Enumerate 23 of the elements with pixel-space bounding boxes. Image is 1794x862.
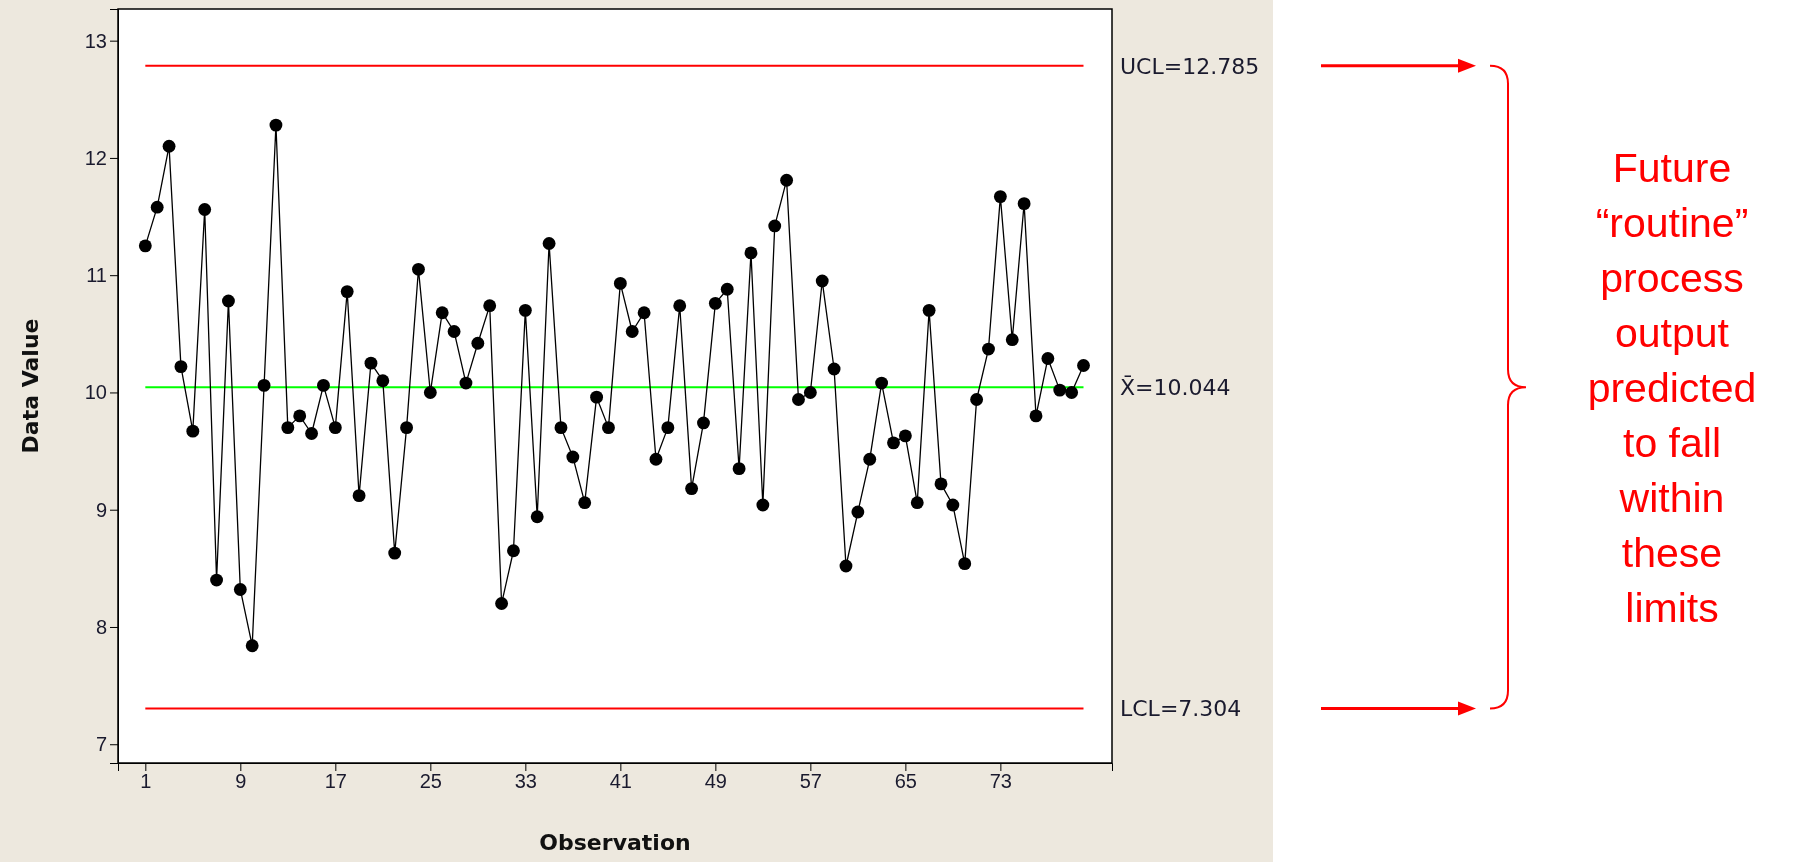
- text: Future “routine” process output predicted to fall within these limits: [1587, 144, 1757, 631]
- x-tick-label: 25: [419, 770, 442, 793]
- x-tick-label: 9: [235, 770, 247, 793]
- x-tick-label: 73: [989, 770, 1012, 793]
- x-tick-label: 33: [514, 770, 537, 793]
- y-tick-label: 8: [95, 615, 107, 638]
- y-axis-title: Data Value: [18, 318, 43, 454]
- x-tick-label: 41: [609, 770, 632, 793]
- y-tick-label: 12: [84, 146, 107, 169]
- x-tick-label: 49: [704, 770, 727, 793]
- ref-line-label: UCL=12.785: [1120, 53, 1260, 79]
- x-tick-label: 65: [894, 770, 917, 793]
- x-tick-label: 1: [140, 770, 152, 793]
- ref-line-label: X̄=10.044: [1120, 374, 1231, 400]
- y-tick-label: 13: [84, 29, 107, 52]
- y-tick-label: 7: [95, 733, 107, 756]
- y-tick-label: 10: [84, 381, 107, 404]
- x-tick-label: 57: [799, 770, 822, 793]
- ref-line-label: LCL=7.304: [1120, 696, 1242, 722]
- x-axis-title: Observation: [539, 830, 691, 855]
- y-tick-label: 9: [95, 498, 107, 521]
- y-tick-label: 11: [86, 264, 107, 287]
- x-tick-label: 17: [324, 770, 347, 793]
